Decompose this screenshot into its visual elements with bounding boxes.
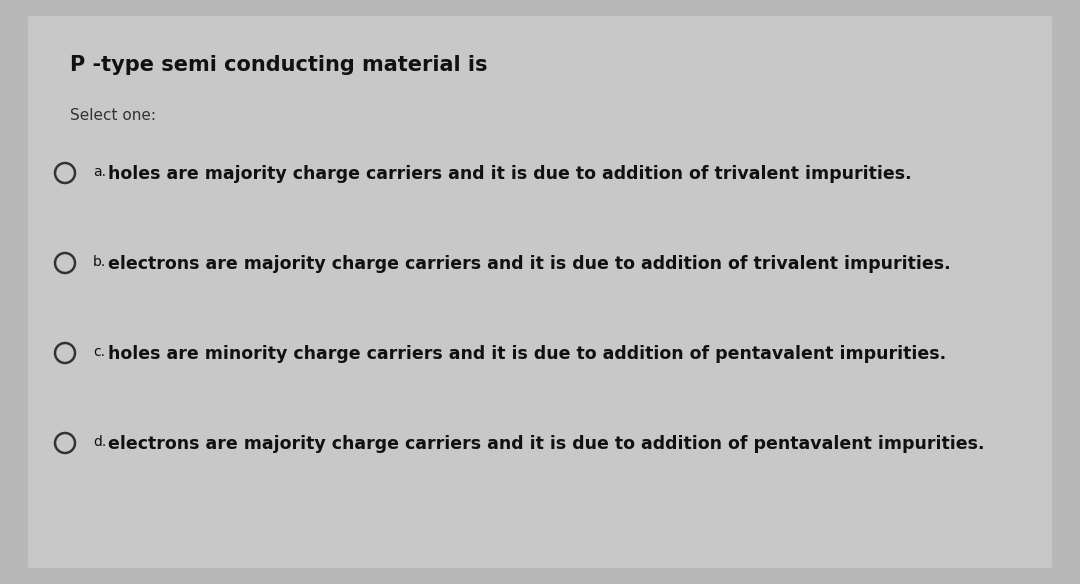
Text: electrons are majority charge carriers and it is due to addition of trivalent im: electrons are majority charge carriers a…: [108, 255, 950, 273]
Text: c.: c.: [93, 345, 105, 359]
Text: a.: a.: [93, 165, 106, 179]
Text: Select one:: Select one:: [70, 108, 156, 123]
Text: electrons are majority charge carriers and it is due to addition of pentavalent : electrons are majority charge carriers a…: [108, 435, 985, 453]
Text: holes are minority charge carriers and it is due to addition of pentavalent impu: holes are minority charge carriers and i…: [108, 345, 946, 363]
Text: holes are majority charge carriers and it is due to addition of trivalent impuri: holes are majority charge carriers and i…: [108, 165, 912, 183]
Text: d.: d.: [93, 435, 106, 449]
Text: b.: b.: [93, 255, 106, 269]
FancyBboxPatch shape: [28, 16, 1052, 568]
Text: P -type semi conducting material is: P -type semi conducting material is: [70, 55, 487, 75]
